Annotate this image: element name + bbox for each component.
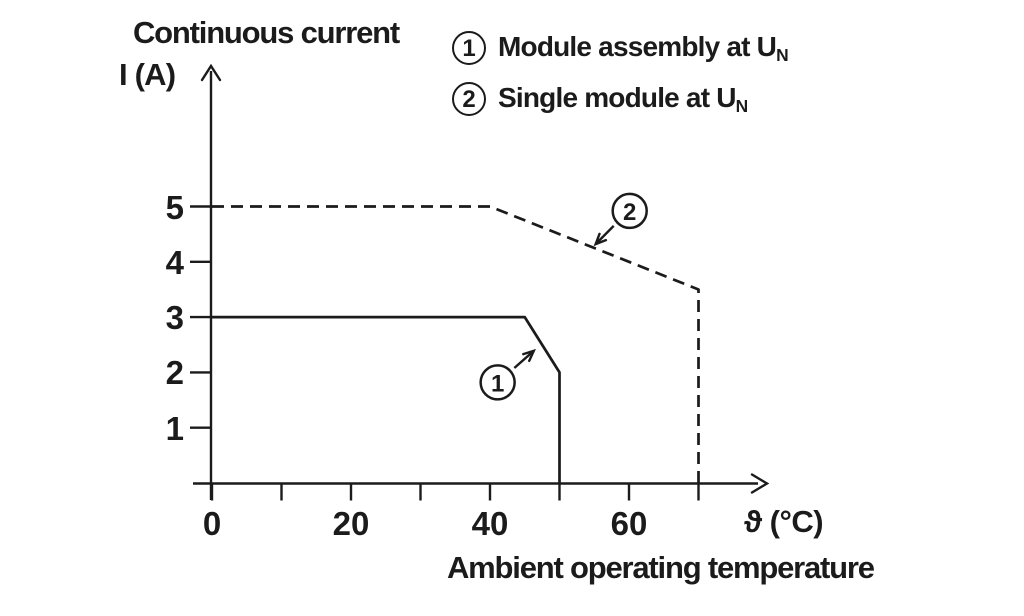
subscript-n: N	[776, 44, 789, 65]
x-tick-label-20: 20	[332, 505, 370, 542]
y-tick-label-4: 4	[165, 243, 184, 281]
x-axis-arrowhead-icon	[750, 473, 770, 494]
curve-single-module	[212, 205, 700, 483]
x-axis-unit-label: ϑ (°C)	[744, 504, 824, 539]
annotation-number-1: 1	[491, 370, 504, 397]
x-tick-label-40: 40	[471, 505, 509, 542]
subscript-n: N	[735, 95, 749, 116]
annotation-number-2: 2	[623, 199, 636, 226]
circled-2-icon: 2	[452, 82, 486, 117]
chart-title: Continuous current	[133, 15, 400, 50]
circled-1-icon: 1	[452, 31, 486, 66]
chart-legend: 1 Module assembly at UN 2 Single module …	[452, 31, 789, 117]
y-axis-arrowhead-icon	[200, 63, 222, 82]
curve-module-assembly	[212, 315, 561, 483]
y-tick-label-1: 1	[165, 409, 184, 447]
x-tick-label-0: 0	[202, 505, 222, 542]
legend-label-module-assembly: Module assembly at UN	[498, 31, 789, 66]
y-axis-unit-label: I (A)	[119, 57, 176, 92]
annotation-arrowhead-icon	[522, 348, 536, 363]
annotation-arrowhead-icon	[593, 232, 608, 247]
legend-item-module-assembly: 1 Module assembly at UN	[452, 31, 789, 66]
y-tick-label-5: 5	[165, 188, 184, 226]
annotation-arrow-1	[513, 349, 535, 369]
y-tick-label-2: 2	[165, 354, 184, 392]
legend-item-single-module: 2 Single module at UN	[452, 82, 789, 117]
legend-text-main: Single module at U	[498, 81, 736, 113]
y-tick-label-3: 3	[165, 299, 184, 337]
legend-label-single-module: Single module at UN	[498, 82, 748, 117]
x-axis-caption: Ambient operating temperature	[447, 550, 875, 585]
legend-text-main: Module assembly at U	[498, 31, 777, 62]
annotation-circle-2	[611, 192, 648, 230]
annotation-circle-1	[479, 364, 516, 401]
annotation-arrow-2	[594, 225, 615, 245]
x-tick-label-60: 60	[610, 505, 648, 542]
